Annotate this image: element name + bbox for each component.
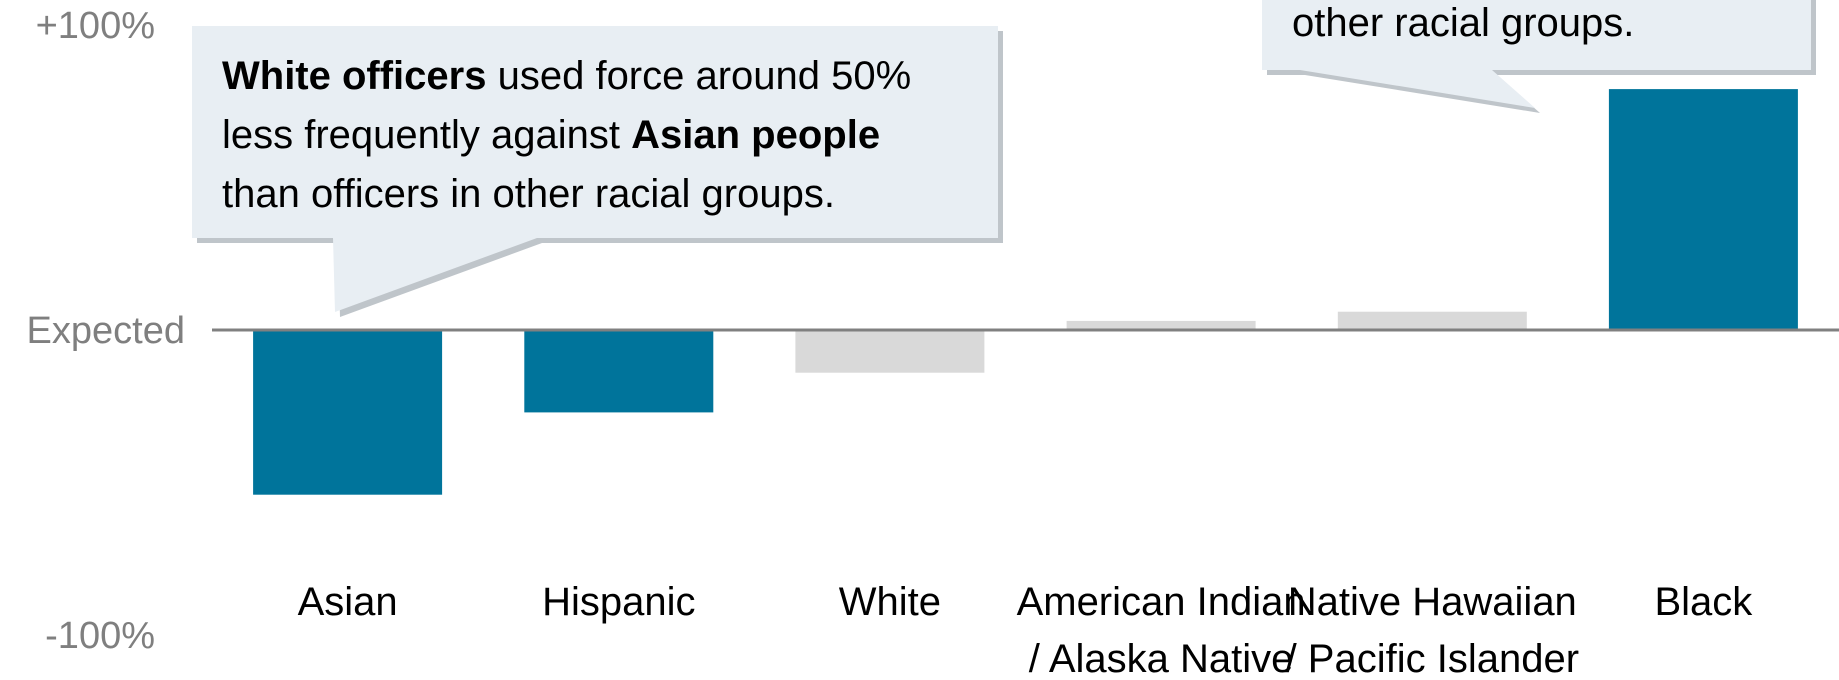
callouts: White officers used force around 50% less… xyxy=(192,0,1816,317)
x-tick-label-black: Black xyxy=(1654,580,1753,624)
callout-text: White officers used force around 50% less… xyxy=(222,54,911,216)
callout-box xyxy=(1262,0,1811,70)
bar-hispanic xyxy=(524,330,714,413)
x-tick-label-white: White xyxy=(839,580,941,624)
callout-pointer xyxy=(333,238,537,312)
x-tick-label-hispanic: Hispanic xyxy=(542,580,695,624)
callout-text: other racial groups. xyxy=(1292,1,1634,45)
callout-black: other racial groups. xyxy=(1262,0,1816,113)
callout-asian: White officers used force around 50% less… xyxy=(192,26,1003,317)
bar-white xyxy=(795,330,985,373)
x-tick-label-native-hawaiian-pacific-islander: Native Hawaiian / Pacific Islander xyxy=(1286,580,1579,680)
y-axis: Expected +100% -100% xyxy=(27,5,185,657)
x-tick-label-asian: Asian xyxy=(298,580,398,624)
bar-native-hawaiian-pacific-islander xyxy=(1337,311,1527,330)
y-tick-label: +100% xyxy=(36,5,155,47)
bar-american-indian-alaska-native xyxy=(1066,320,1256,330)
x-axis: Asian Hispanic White American Indian / Alask… xyxy=(298,580,1754,680)
baseline-label: Expected xyxy=(27,310,185,352)
bar-asian xyxy=(253,330,443,495)
bars xyxy=(253,89,1798,495)
x-tick-label-american-indian-alaska-native: American Indian / Alaska Native xyxy=(1017,580,1306,680)
y-tick-label: -100% xyxy=(45,615,155,657)
bar-black xyxy=(1608,89,1798,330)
callout-box xyxy=(192,26,998,238)
callout-pointer xyxy=(1300,70,1535,108)
